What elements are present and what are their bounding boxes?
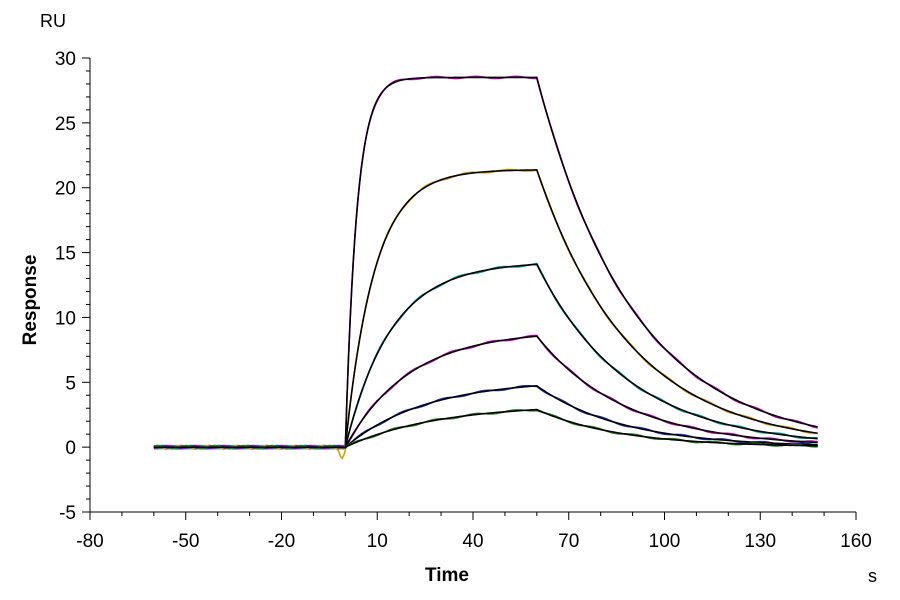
fit-curve-4 [344,335,818,448]
measured-curve-5 [153,384,818,450]
x-tick-label: 10 [367,531,388,552]
fit-curve-3 [344,263,818,448]
y-tick-label: 5 [65,373,76,394]
fit-curve-5 [344,384,818,448]
y-tick-label: 15 [55,244,76,265]
y-tick-label: 20 [55,179,76,200]
x-tick-label: -80 [76,531,103,552]
y-tick-label: 25 [55,114,76,135]
measured-curve-3 [153,262,818,450]
x-tick-label: 160 [840,531,872,552]
y-tick-label: 10 [55,308,76,329]
x-tick-label: 70 [558,531,579,552]
y-tick-label: 0 [65,438,76,459]
y-tick-label: 30 [55,49,76,70]
x-axis-title: Time [425,565,469,586]
measured-curve-2 [153,168,818,460]
x-tick-label: -50 [172,531,199,552]
x-tick-label: 130 [744,531,776,552]
fit-curve-1 [344,76,818,448]
curves [153,75,818,460]
x-tick-label: -20 [268,531,295,552]
measured-curve-1 [153,75,818,450]
y-axis-title: Response [20,255,41,346]
fit-curve-2 [344,169,818,448]
fit-curve-6 [344,408,818,448]
x-tick-label: 40 [462,531,483,552]
measured-curve-4 [153,334,818,450]
x-tick-label: 100 [649,531,681,552]
x-unit-label: s [868,566,877,586]
y-tick-label: -5 [59,503,76,524]
y-unit-label: RU [40,11,66,31]
